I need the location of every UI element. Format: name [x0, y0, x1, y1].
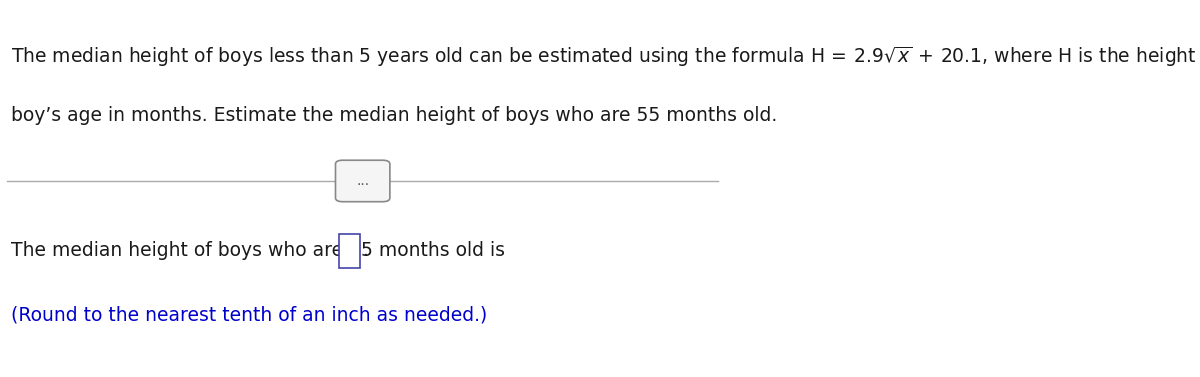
Text: .: .: [364, 241, 370, 260]
FancyBboxPatch shape: [340, 234, 360, 268]
Text: The median height of boys who are 55 months old is: The median height of boys who are 55 mon…: [11, 241, 505, 260]
Text: The median height of boys less than 5 years old can be estimated using the formu: The median height of boys less than 5 ye…: [11, 45, 1200, 69]
FancyBboxPatch shape: [336, 160, 390, 202]
Text: (Round to the nearest tenth of an inch as needed.): (Round to the nearest tenth of an inch a…: [11, 305, 487, 324]
Text: boy’s age in months. Estimate the median height of boys who are 55 months old.: boy’s age in months. Estimate the median…: [11, 106, 778, 124]
Text: ...: ...: [356, 174, 370, 188]
